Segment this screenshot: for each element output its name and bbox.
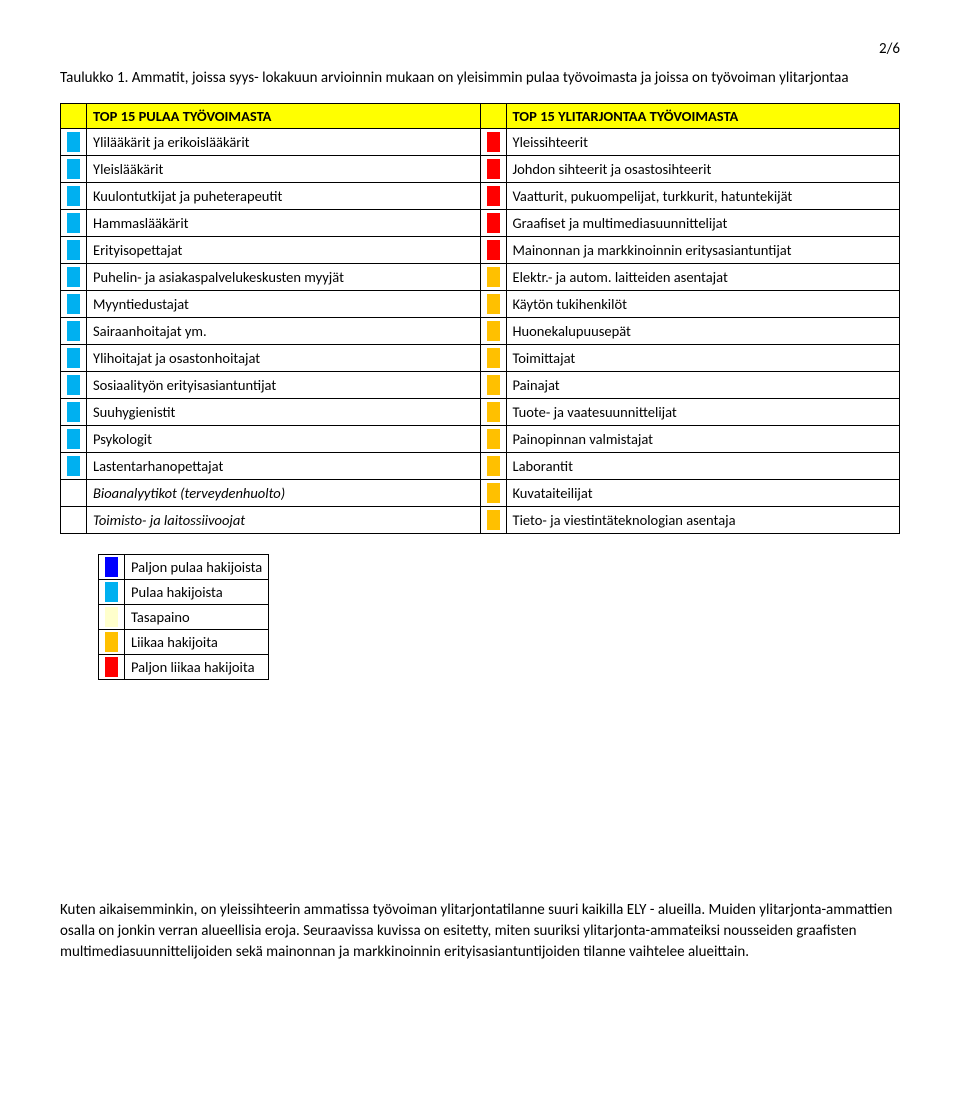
hdr-swatch-left [61, 104, 87, 129]
legend-label: Paljon pulaa hakijoista [125, 555, 269, 580]
table-caption: Taulukko 1. Ammatit, joissa syys- lokaku… [60, 68, 900, 89]
row-swatch-right [480, 156, 506, 183]
row-label-left: Lastentarhanopettajat [87, 453, 481, 480]
row-swatch-left [61, 345, 87, 372]
row-label-left: Sosiaalityön erityisasiantuntijat [87, 372, 481, 399]
row-swatch-right [480, 237, 506, 264]
row-label-right: Painopinnan valmistajat [506, 426, 900, 453]
hdr-left: TOP 15 PULAA TYÖVOIMASTA [87, 104, 481, 129]
row-label-left: Toimisto- ja laitossiivoojat [87, 507, 481, 534]
row-swatch-right [480, 453, 506, 480]
row-label-right: Graafiset ja multimediasuunnittelijat [506, 210, 900, 237]
row-swatch-left [61, 318, 87, 345]
legend-table: Paljon pulaa hakijoistaPulaa hakijoistaT… [98, 554, 269, 680]
row-label-left: Ylilääkärit ja erikoislääkärit [87, 129, 481, 156]
row-label-left: Yleislääkärit [87, 156, 481, 183]
row-swatch-left [61, 129, 87, 156]
row-swatch-left [61, 183, 87, 210]
legend-swatch [99, 605, 125, 630]
row-swatch-right [480, 507, 506, 534]
row-swatch-right [480, 291, 506, 318]
legend-label: Tasapaino [125, 605, 269, 630]
legend-swatch [99, 580, 125, 605]
row-label-left: Bioanalyytikot (terveydenhuolto) [87, 480, 481, 507]
row-label-left: Erityisopettajat [87, 237, 481, 264]
row-label-left: Hammaslääkärit [87, 210, 481, 237]
row-swatch-left [61, 372, 87, 399]
row-label-right: Mainonnan ja markkinoinnin eritysasiantu… [506, 237, 900, 264]
row-label-right: Yleissihteerit [506, 129, 900, 156]
page-number: 2/6 [60, 40, 900, 58]
row-swatch-right [480, 264, 506, 291]
legend-swatch [99, 655, 125, 680]
row-label-right: Käytön tukihenkilöt [506, 291, 900, 318]
row-label-right: Tieto- ja viestintäteknologian asentaja [506, 507, 900, 534]
row-swatch-left [61, 399, 87, 426]
row-swatch-right [480, 399, 506, 426]
row-label-right: Johdon sihteerit ja osastosihteerit [506, 156, 900, 183]
legend-label: Paljon liikaa hakijoita [125, 655, 269, 680]
hdr-swatch-right [480, 104, 506, 129]
row-swatch-right [480, 318, 506, 345]
row-label-left: Psykologit [87, 426, 481, 453]
row-label-left: Sairaanhoitajat ym. [87, 318, 481, 345]
row-label-right: Tuote- ja vaatesuunnittelijat [506, 399, 900, 426]
row-swatch-right [480, 426, 506, 453]
row-swatch-left [61, 426, 87, 453]
row-label-right: Laborantit [506, 453, 900, 480]
row-swatch-right [480, 129, 506, 156]
body-paragraph: Kuten aikaisemminkin, on yleissihteerin … [60, 900, 900, 963]
row-swatch-left [61, 453, 87, 480]
row-swatch-left [61, 156, 87, 183]
row-label-right: Elektr.- ja autom. laitteiden asentajat [506, 264, 900, 291]
main-table: TOP 15 PULAA TYÖVOIMASTA TOP 15 YLITARJON… [60, 103, 900, 534]
row-label-left: Kuulontutkijat ja puheterapeutit [87, 183, 481, 210]
row-label-left: Ylihoitajat ja osastonhoitajat [87, 345, 481, 372]
row-label-right: Toimittajat [506, 345, 900, 372]
legend-swatch [99, 555, 125, 580]
row-swatch-left [61, 507, 87, 534]
row-label-right: Huonekalupuusepät [506, 318, 900, 345]
row-swatch-right [480, 183, 506, 210]
row-label-left: Puhelin- ja asiakaspalvelukeskusten myyj… [87, 264, 481, 291]
row-swatch-left [61, 480, 87, 507]
row-swatch-right [480, 345, 506, 372]
row-label-right: Kuvataiteilijat [506, 480, 900, 507]
legend-label: Liikaa hakijoita [125, 630, 269, 655]
row-swatch-left [61, 210, 87, 237]
hdr-right: TOP 15 YLITARJONTAA TYÖVOIMASTA [506, 104, 900, 129]
row-label-left: Suuhygienistit [87, 399, 481, 426]
row-label-right: Painajat [506, 372, 900, 399]
legend-label: Pulaa hakijoista [125, 580, 269, 605]
row-swatch-right [480, 372, 506, 399]
row-swatch-right [480, 480, 506, 507]
row-swatch-left [61, 264, 87, 291]
row-label-left: Myyntiedustajat [87, 291, 481, 318]
row-swatch-right [480, 210, 506, 237]
row-swatch-left [61, 237, 87, 264]
legend-swatch [99, 630, 125, 655]
row-label-right: Vaatturit, pukuompelijat, turkkurit, hat… [506, 183, 900, 210]
row-swatch-left [61, 291, 87, 318]
